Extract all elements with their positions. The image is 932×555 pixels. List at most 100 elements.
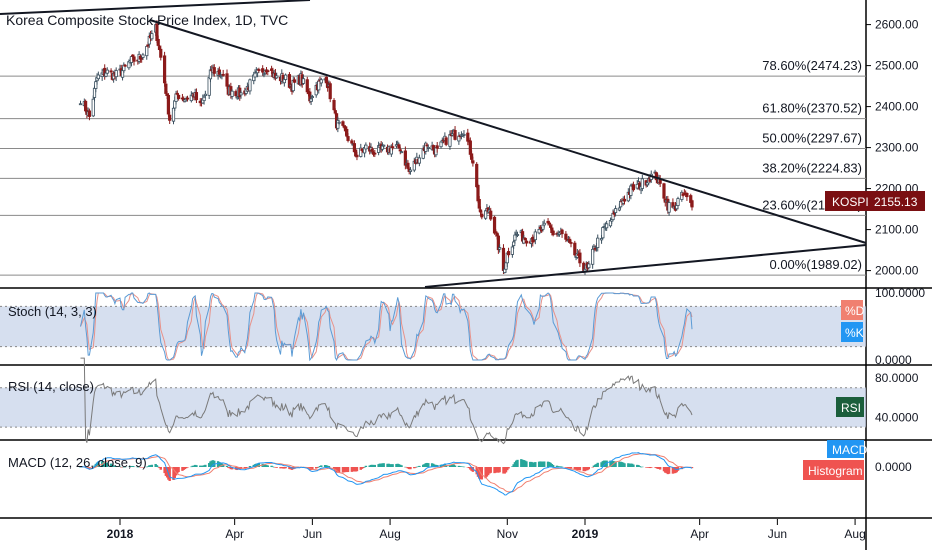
histogram-bar: [543, 461, 546, 467]
candle-body-down: [622, 198, 627, 202]
histogram-bar: [137, 466, 141, 468]
candle: [257, 67, 261, 73]
histogram-bar: [112, 465, 115, 467]
histogram-bar: [256, 463, 259, 467]
histogram-bar: [341, 467, 345, 473]
histogram-bar: [618, 461, 621, 467]
candle: [406, 160, 410, 170]
stoch-pane: 100.0000 0.0000: [0, 286, 925, 367]
candle-body-down: [662, 183, 666, 199]
histogram-bar: [662, 467, 666, 472]
candle-body-up: [364, 144, 368, 150]
histogram-bar: [578, 467, 582, 471]
candle: [596, 234, 600, 252]
histogram-bar: [666, 467, 670, 475]
candle: [105, 67, 109, 75]
histogram-bar: [632, 464, 635, 467]
histogram-bar: [629, 463, 633, 467]
rsi-badge: RSI: [836, 397, 864, 417]
histogram-bar: [248, 465, 252, 467]
histogram-bar: [195, 465, 198, 467]
histogram-bar: [512, 464, 515, 467]
histogram-bar: [157, 466, 160, 468]
histogram-bar: [387, 463, 391, 467]
histogram-bar: [452, 464, 455, 467]
histogram-bar: [132, 466, 136, 468]
histogram-bar: [265, 465, 268, 467]
candle: [542, 219, 546, 228]
candle: [337, 119, 341, 126]
histogram-bar: [362, 467, 365, 469]
candle-body-down: [159, 48, 163, 58]
y-tick-label: 2600.00: [875, 18, 919, 32]
histogram-bar: [592, 465, 596, 467]
histogram-bar: [400, 465, 403, 467]
candle: [145, 44, 149, 60]
histogram-bar: [413, 467, 416, 469]
histogram-bar: [658, 467, 662, 470]
histogram-bar: [211, 460, 215, 467]
candle-body-down: [406, 162, 410, 169]
histogram-bar: [558, 466, 561, 467]
histogram-bar: [515, 460, 518, 467]
histogram-bar: [359, 467, 362, 470]
histogram-bar: [181, 467, 184, 471]
histogram-bar: [266, 465, 269, 467]
candle: [444, 136, 448, 147]
x-tick-label: Nov: [497, 527, 518, 541]
y-tick-label: 2300.00: [875, 141, 919, 155]
histogram-bar: [609, 460, 612, 467]
x-tick-label: Aug: [379, 527, 400, 541]
histogram-bar: [507, 467, 510, 469]
histogram-bar: [551, 465, 555, 467]
histogram-bar: [227, 467, 230, 468]
y-tick-label: 2500.00: [875, 59, 919, 73]
candle: [230, 89, 234, 100]
candle: [578, 249, 582, 267]
candle: [417, 154, 421, 167]
histogram-bar: [326, 465, 329, 467]
candle: [355, 151, 359, 161]
histogram-bar: [219, 462, 222, 467]
histogram-bar: [595, 463, 598, 467]
candle-body-up: [230, 90, 234, 97]
histogram-bar: [458, 466, 462, 467]
candle: [168, 111, 172, 125]
candle-body-up: [426, 146, 430, 149]
candle: [373, 149, 377, 158]
candle-body-up: [284, 74, 288, 80]
histogram-bar: [209, 461, 212, 467]
histogram-bar: [381, 463, 384, 467]
candle-body-up: [676, 198, 680, 206]
histogram-bar: [382, 463, 385, 467]
histogram-bar: [405, 467, 408, 468]
histogram-bar: [573, 467, 577, 470]
candle: [622, 195, 627, 205]
histogram-bar: [503, 467, 506, 474]
histogram-bar: [360, 467, 364, 469]
histogram-bar: [656, 467, 659, 469]
histogram-bar: [672, 467, 676, 474]
candle: [91, 95, 95, 118]
histogram-bar: [478, 467, 481, 479]
histogram-bar: [318, 465, 322, 467]
histogram-bar: [641, 466, 644, 468]
histogram-bar: [289, 467, 292, 470]
histogram-bar: [418, 465, 421, 467]
histogram-bar: [557, 466, 560, 467]
candle-body-down: [164, 83, 168, 94]
histogram-bar: [236, 467, 239, 471]
candle-body-down: [496, 235, 500, 251]
candle: [164, 81, 168, 96]
candle: [551, 229, 555, 237]
candle-body-down: [631, 184, 636, 191]
candle-body-up: [417, 157, 421, 164]
histogram-bar: [354, 467, 357, 472]
histogram-bar: [532, 462, 536, 467]
histogram-bar: [541, 461, 545, 467]
x-tick-label: 2019: [572, 527, 599, 541]
candle-body-down: [166, 94, 171, 115]
candle-body-up: [542, 222, 546, 226]
candle: [310, 94, 314, 102]
